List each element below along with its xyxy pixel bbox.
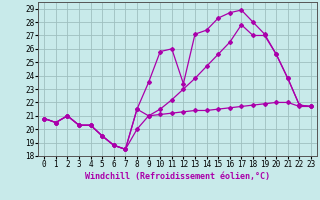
X-axis label: Windchill (Refroidissement éolien,°C): Windchill (Refroidissement éolien,°C)	[85, 172, 270, 181]
